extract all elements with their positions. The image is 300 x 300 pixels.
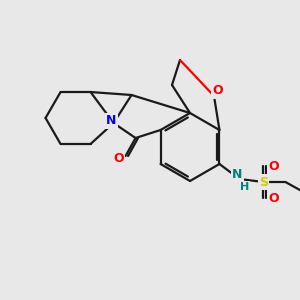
- Text: S: S: [259, 176, 268, 188]
- Text: O: O: [213, 85, 223, 98]
- Text: O: O: [113, 152, 124, 164]
- Text: O: O: [268, 160, 279, 172]
- Text: N: N: [106, 115, 117, 128]
- Text: O: O: [268, 191, 279, 205]
- Text: N: N: [232, 167, 243, 181]
- Text: H: H: [240, 182, 249, 192]
